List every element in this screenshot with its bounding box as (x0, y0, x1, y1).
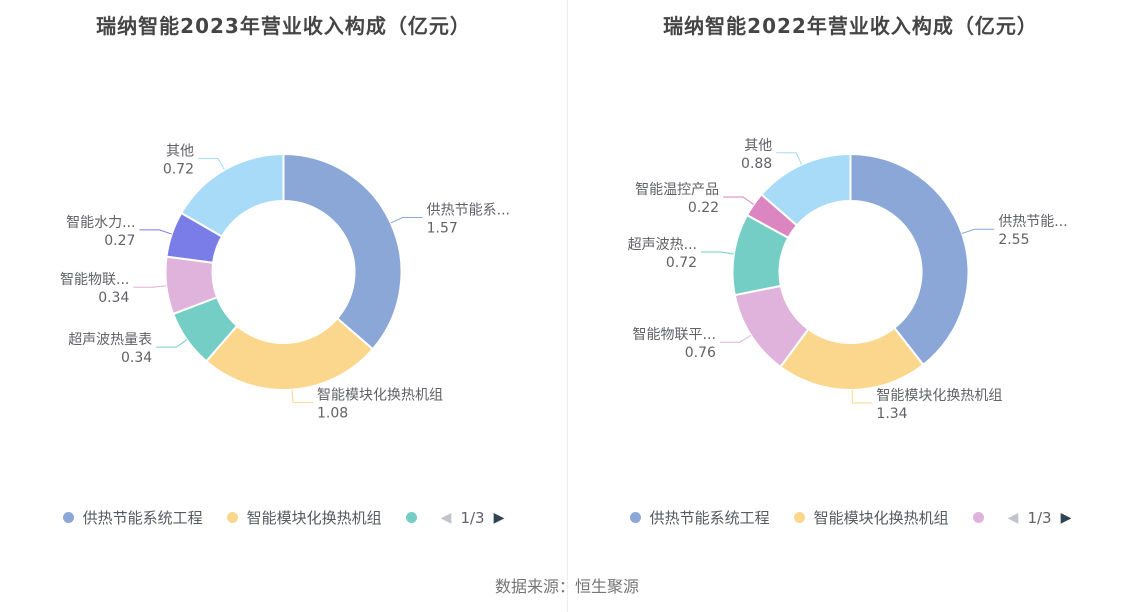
legend-item-label: 供热节能系统工程 (649, 509, 770, 527)
legend-next-page-icon[interactable]: ▶ (493, 509, 505, 526)
legend-dot-icon (629, 512, 641, 523)
slice-label-name: 智能水力... (66, 215, 135, 231)
label-leader-line (961, 228, 995, 234)
label-leader-line (776, 152, 803, 165)
legend-dot-icon (405, 512, 417, 523)
slice-label-name: 智能物联... (60, 272, 129, 288)
slice-label-value: 0.88 (741, 156, 772, 172)
label-leader-line (851, 389, 873, 404)
label-leader-line (156, 339, 188, 348)
legend-dot-icon (62, 512, 74, 523)
slice-label-name: 智能模块化换热机组 (876, 387, 1002, 404)
legend-item[interactable] (972, 512, 984, 523)
label-leader-line (719, 334, 752, 343)
label-leader-line (701, 251, 734, 255)
slice-label-value: 1.08 (317, 406, 348, 422)
slice-label-value: 0.34 (98, 290, 129, 306)
slice-label-name: 其他 (166, 144, 194, 160)
chart-title-2022: 瑞纳智能2022年营业收入构成（亿元） (663, 14, 1038, 38)
legend-item-label: 供热节能系统工程 (82, 509, 203, 527)
legend-item[interactable]: 供热节能系统工程 (629, 507, 770, 528)
legend-dot-icon (226, 512, 238, 523)
slice-label-name: 智能物联平... (633, 327, 716, 343)
pie-slice[interactable] (180, 153, 285, 238)
panel-divider (567, 0, 568, 612)
data-source-note: 数据来源：恒生聚源 (494, 577, 639, 596)
legend-item-label: 智能模块化换热机组 (813, 509, 949, 527)
legend-item[interactable]: 智能模块化换热机组 (226, 507, 382, 528)
legend-dot-icon (972, 512, 984, 523)
legend-page-indicator: 1/3 (460, 508, 485, 527)
slice-label-name: 其他 (744, 138, 772, 154)
legend-next-page-icon[interactable]: ▶ (1060, 509, 1072, 526)
legend-2022: 供热节能系统工程 智能模块化换热机组 ◀ 1/3 ▶ (567, 507, 1134, 528)
legend-pager: ◀ 1/3 ▶ (1008, 509, 1072, 527)
chart-panel-2023: 瑞纳智能2023年营业收入构成（亿元） 供热节能系... 1.57 智能模块化换热机… (0, 0, 567, 560)
label-leader-line (133, 285, 167, 288)
label-leader-line (723, 196, 755, 205)
legend-item[interactable]: 智能模块化换热机组 (793, 507, 949, 528)
legend-item-label: 智能模块化换热机组 (246, 509, 382, 527)
slice-label-name: 供热节能... (998, 214, 1067, 230)
slice-label-value: 0.72 (666, 255, 697, 271)
label-leader-line (291, 389, 314, 404)
pie-slice[interactable] (760, 153, 852, 227)
slice-label-value: 0.76 (685, 345, 716, 361)
legend-prev-page-icon[interactable]: ◀ (440, 509, 452, 526)
label-leader-line (390, 217, 423, 224)
legend-2023: 供热节能系统工程 智能模块化换热机组 ◀ 1/3 ▶ (0, 507, 567, 528)
label-leader-line (139, 229, 172, 235)
slice-label-name: 供热节能系... (427, 203, 510, 219)
legend-prev-page-icon[interactable]: ◀ (1007, 509, 1019, 526)
slice-label-value: 1.34 (876, 406, 907, 422)
chart-panel-2022: 瑞纳智能2022年营业收入构成（亿元） 供热节能... 2.55 智能模块化换热机组… (567, 0, 1134, 560)
slice-label-name: 超声波热... (628, 237, 697, 253)
legend-page-indicator: 1/3 (1027, 508, 1052, 527)
slice-label-value: 0.27 (104, 233, 135, 249)
label-leader-line (198, 158, 225, 171)
pie-slice[interactable] (849, 153, 970, 366)
slice-label-value: 0.22 (688, 200, 719, 216)
legend-dot-icon (793, 512, 805, 523)
legend-item[interactable]: 供热节能系统工程 (62, 507, 203, 528)
donut-chart-2022: 供热节能... 2.55 智能模块化换热机组 1.34 智能物联平... 0.76 超声波热… (628, 138, 1068, 422)
donut-chart-2023: 供热节能系... 1.57 智能模块化换热机组 1.08 超声波热量表 0.34 智能物联.… (60, 144, 510, 422)
pie-slice[interactable] (282, 153, 403, 351)
slice-label-value: 1.57 (427, 221, 458, 237)
slice-label-name: 超声波热量表 (68, 332, 152, 348)
legend-pager: ◀ 1/3 ▶ (441, 509, 505, 527)
legend-item[interactable] (405, 512, 417, 523)
slice-label-value: 0.72 (163, 162, 194, 178)
chart-title-2023: 瑞纳智能2023年营业收入构成（亿元） (96, 14, 471, 38)
slice-label-name: 智能模块化换热机组 (317, 387, 443, 404)
pie-slice[interactable] (205, 317, 374, 391)
slice-label-value: 2.55 (998, 232, 1029, 248)
slice-label-name: 智能温控产品 (635, 182, 719, 198)
slice-label-value: 0.34 (121, 350, 152, 366)
